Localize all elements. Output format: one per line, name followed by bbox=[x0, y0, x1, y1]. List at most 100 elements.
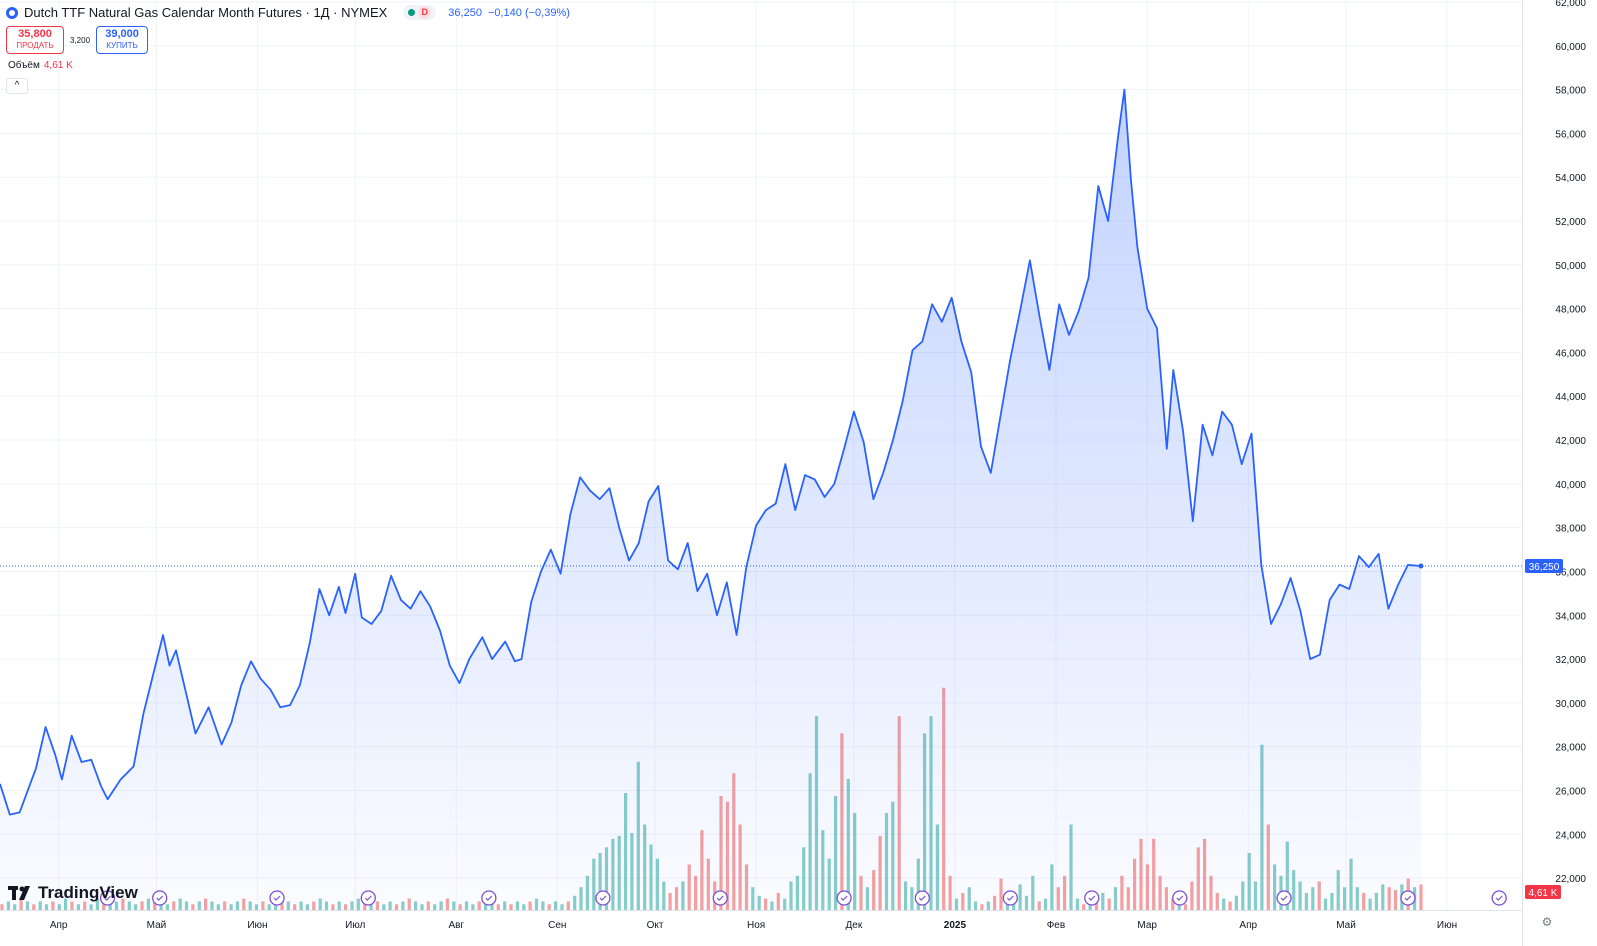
x-tick-label: Апр bbox=[50, 920, 68, 931]
volume-value: 4,61 K bbox=[43, 60, 73, 71]
x-tick-label: Фев bbox=[1047, 920, 1065, 931]
symbol-logo-icon bbox=[6, 6, 18, 19]
trade-buttons: 35,800 ПРОДАТЬ 3,200 39,000 КУПИТЬ bbox=[6, 26, 149, 54]
event-marker-glyph bbox=[1404, 895, 1412, 901]
event-marker-icon bbox=[1002, 890, 1018, 906]
symbol-legend[interactable]: Dutch TTF Natural Gas Calendar Month Fut… bbox=[6, 5, 570, 20]
last-value-labels: 36,250 4,61 K bbox=[1525, 558, 1563, 899]
event-marker-glyph bbox=[104, 895, 111, 901]
y-tick-label: 56,000 bbox=[1555, 129, 1586, 140]
tradingview-logo-icon bbox=[8, 886, 30, 900]
collapse-legend-button[interactable]: ^ bbox=[6, 78, 28, 94]
market-status[interactable]: D bbox=[403, 5, 437, 20]
event-marker-icon bbox=[99, 890, 116, 906]
y-tick-label: 28,000 bbox=[1555, 743, 1586, 754]
volume-legend[interactable]: Объём 4,61 K bbox=[8, 60, 73, 71]
x-tick-label: Авг bbox=[448, 920, 464, 931]
price-area-fill bbox=[0, 89, 1421, 911]
x-tick-label: Июн bbox=[1437, 920, 1457, 931]
y-tick-label: 40,000 bbox=[1555, 480, 1586, 491]
y-tick-label: 38,000 bbox=[1555, 524, 1586, 535]
spread-value: 3,200 bbox=[70, 35, 91, 45]
event-marker-glyph bbox=[840, 895, 848, 901]
y-tick-label: 26,000 bbox=[1555, 786, 1586, 797]
event-marker-glyph bbox=[1006, 895, 1014, 901]
y-tick-label: 54,000 bbox=[1555, 173, 1586, 184]
event-marker-icon bbox=[914, 890, 930, 906]
y-tick-label: 22,000 bbox=[1555, 874, 1586, 885]
x-tick-label: Ноя bbox=[747, 920, 765, 931]
buy-price: 39,000 bbox=[105, 28, 139, 40]
settings-gear-icon[interactable]: ⚙ bbox=[1541, 915, 1553, 929]
y-tick-label: 36,000 bbox=[1555, 567, 1586, 578]
sell-label: ПРОДАТЬ bbox=[16, 41, 54, 50]
price-change: −0,140 (−0,39%) bbox=[487, 6, 570, 19]
sell-button[interactable]: 35,800 ПРОДАТЬ bbox=[6, 26, 64, 54]
y-tick-label: 52,000 bbox=[1555, 217, 1586, 228]
event-marker-glyph bbox=[1495, 895, 1503, 901]
event-marker-icon bbox=[595, 890, 611, 906]
event-marker-icon bbox=[1400, 890, 1416, 906]
data-delay-badge: D bbox=[418, 6, 432, 19]
event-marker-icon bbox=[360, 890, 376, 906]
event-marker-icon bbox=[269, 890, 285, 906]
last-price: 36,250 bbox=[448, 6, 482, 19]
x-tick-label: Дек bbox=[846, 920, 863, 931]
y-tick-label: 58,000 bbox=[1555, 86, 1586, 97]
event-marker-glyph bbox=[1176, 895, 1184, 901]
collapse-chevron-icon: ^ bbox=[14, 80, 20, 91]
y-tick-label: 34,000 bbox=[1555, 611, 1586, 622]
tradingview-logo[interactable]: TradingView bbox=[8, 883, 138, 903]
y-tick-label: 32,000 bbox=[1555, 655, 1586, 666]
y-tick-label: 44,000 bbox=[1555, 392, 1586, 403]
event-marker-icon bbox=[1084, 890, 1100, 906]
volume-bar bbox=[1419, 884, 1423, 911]
buy-label: КУПИТЬ bbox=[106, 41, 138, 50]
event-marker-icon bbox=[1276, 890, 1292, 906]
market-open-icon bbox=[408, 9, 416, 16]
event-marker-glyph bbox=[273, 895, 281, 901]
symbol-title[interactable]: Dutch TTF Natural Gas Calendar Month Fut… bbox=[24, 5, 388, 20]
event-marker-glyph bbox=[156, 895, 164, 901]
volume-label: Объём bbox=[8, 60, 40, 71]
last-volume-label: 4,61 K bbox=[1529, 888, 1558, 899]
event-markers bbox=[99, 890, 1507, 906]
y-tick-label: 62,000 bbox=[1555, 0, 1586, 9]
event-marker-glyph bbox=[485, 895, 493, 901]
last-price-dot bbox=[1418, 563, 1424, 569]
sell-price: 35,800 bbox=[18, 28, 52, 40]
price-line-path bbox=[0, 88, 1422, 816]
event-marker-icon bbox=[481, 890, 497, 906]
time-axis[interactable]: Апр Май Июн Июл Авг Сен Окт Ноя Дек 2025 Фев Мар Апр… bbox=[0, 910, 1522, 932]
price-axis[interactable]: 22,000 24,000 26,000 28,000 30,000 32,000 34,0… bbox=[1522, 0, 1587, 946]
last-volume-label-bg bbox=[1525, 885, 1561, 899]
y-tick-label: 50,000 bbox=[1555, 261, 1586, 272]
y-tick-label: 24,000 bbox=[1555, 830, 1586, 841]
event-marker-icon bbox=[836, 890, 852, 906]
brand-name: TradingView bbox=[38, 883, 138, 902]
last-price-label-bg bbox=[1525, 558, 1563, 573]
event-marker-glyph bbox=[1088, 895, 1096, 901]
x-tick-label: Июн bbox=[247, 920, 267, 931]
x-tick-label: Июл bbox=[345, 920, 365, 931]
x-tick-label: Окт bbox=[647, 920, 664, 931]
last-price-label: 36,250 bbox=[1529, 562, 1560, 573]
buy-button[interactable]: 39,000 КУПИТЬ bbox=[96, 26, 149, 54]
event-marker-glyph bbox=[1280, 895, 1288, 901]
y-tick-label: 30,000 bbox=[1555, 699, 1586, 710]
x-tick-label: Май bbox=[1336, 920, 1356, 931]
x-tick-label: Апр bbox=[1239, 920, 1257, 931]
y-tick-label: 60,000 bbox=[1555, 42, 1586, 53]
y-tick-label: 42,000 bbox=[1555, 436, 1586, 447]
x-tick-label: Мар bbox=[1137, 920, 1157, 931]
event-marker-icon bbox=[712, 890, 728, 906]
x-tick-label: Сен bbox=[548, 920, 566, 931]
event-marker-glyph bbox=[364, 895, 372, 901]
x-tick-label: Май bbox=[147, 920, 167, 931]
y-tick-label: 46,000 bbox=[1555, 348, 1586, 359]
price-area bbox=[0, 89, 1421, 911]
event-marker-icon bbox=[152, 890, 168, 906]
y-tick-label: 48,000 bbox=[1555, 305, 1586, 316]
event-marker-icon bbox=[1491, 890, 1507, 906]
